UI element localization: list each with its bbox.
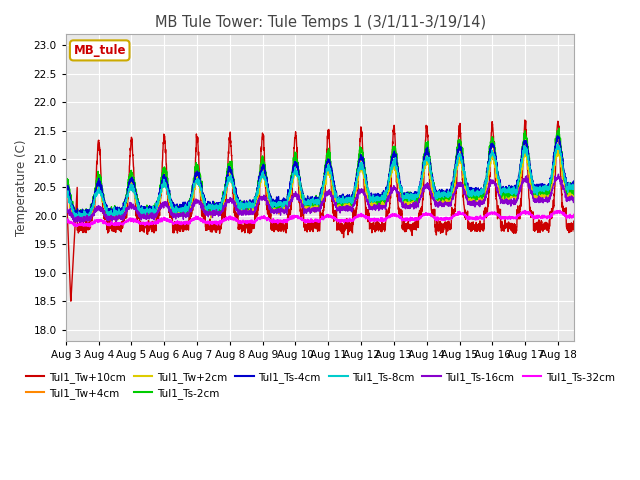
Tul1_Tw+4cm [120, 209, 128, 215]
Tul1_Tw+4cm [150, 211, 158, 217]
Tul1_Tw+2cm [279, 204, 287, 209]
Tul1_Ts-8cm [279, 202, 287, 207]
Tul1_Ts-32cm [506, 215, 514, 221]
Line: Tul1_Ts-4cm: Tul1_Ts-4cm [66, 136, 574, 217]
Tul1_Ts-8cm [561, 175, 568, 180]
Tul1_Ts-32cm [570, 214, 578, 219]
Tul1_Tw+2cm [570, 191, 578, 196]
Tul1_Tw+10cm [561, 213, 568, 219]
Tul1_Tw+10cm [62, 173, 70, 179]
Tul1_Ts-2cm [506, 192, 514, 197]
Tul1_Tw+2cm [150, 209, 158, 215]
Tul1_Ts-16cm [506, 197, 514, 203]
Tul1_Tw+10cm [279, 224, 287, 230]
Tul1_Ts-2cm [72, 217, 79, 223]
Tul1_Ts-32cm [120, 219, 128, 225]
Title: MB Tule Tower: Tule Temps 1 (3/1/11-3/19/14): MB Tule Tower: Tule Temps 1 (3/1/11-3/19… [154, 15, 486, 30]
Line: Tul1_Tw+10cm: Tul1_Tw+10cm [66, 120, 574, 301]
Tul1_Tw+4cm [561, 177, 568, 182]
Tul1_Tw+4cm [570, 188, 578, 194]
Tul1_Tw+4cm [554, 131, 562, 137]
Tul1_Tw+10cm [257, 146, 265, 152]
Tul1_Ts-8cm [553, 141, 561, 147]
Tul1_Ts-4cm [554, 133, 561, 139]
Line: Tul1_Ts-32cm: Tul1_Ts-32cm [66, 210, 574, 227]
Tul1_Tw+2cm [257, 176, 265, 181]
Line: Tul1_Ts-16cm: Tul1_Ts-16cm [66, 174, 574, 222]
Tul1_Ts-2cm [150, 210, 158, 216]
Tul1_Ts-2cm [62, 173, 70, 179]
Tul1_Ts-32cm [86, 224, 93, 230]
Tul1_Tw+2cm [506, 191, 514, 197]
Tul1_Ts-16cm [120, 214, 128, 219]
Tul1_Tw+10cm [521, 117, 529, 123]
Tul1_Ts-32cm [62, 217, 70, 223]
Tul1_Ts-16cm [570, 198, 578, 204]
Tul1_Ts-16cm [257, 196, 265, 202]
Line: Tul1_Tw+2cm: Tul1_Tw+2cm [66, 147, 574, 220]
Tul1_Ts-16cm [561, 189, 568, 194]
Tul1_Ts-2cm [555, 125, 563, 131]
Tul1_Tw+2cm [556, 144, 563, 150]
Tul1_Ts-32cm [150, 220, 158, 226]
Tul1_Tw+10cm [150, 226, 158, 232]
Line: Tul1_Ts-8cm: Tul1_Ts-8cm [66, 144, 574, 219]
Tul1_Ts-16cm [150, 217, 158, 223]
Tul1_Tw+4cm [506, 193, 514, 199]
Tul1_Tw+4cm [257, 169, 265, 175]
Tul1_Ts-8cm [62, 189, 70, 194]
Line: Tul1_Ts-2cm: Tul1_Ts-2cm [66, 128, 574, 220]
Tul1_Tw+10cm [67, 298, 75, 304]
Tul1_Ts-4cm [279, 199, 287, 204]
Tul1_Tw+10cm [506, 220, 514, 226]
Tul1_Ts-8cm [570, 184, 578, 190]
Tul1_Tw+2cm [77, 217, 85, 223]
Tul1_Ts-32cm [521, 207, 529, 213]
Tul1_Ts-16cm [77, 219, 84, 225]
Tul1_Ts-4cm [506, 188, 514, 194]
Tul1_Ts-8cm [506, 188, 514, 193]
Tul1_Ts-2cm [561, 176, 568, 181]
Tul1_Ts-4cm [72, 215, 79, 220]
Tul1_Ts-32cm [279, 218, 287, 224]
Tul1_Ts-2cm [257, 162, 265, 168]
Y-axis label: Temperature (C): Temperature (C) [15, 139, 28, 236]
Tul1_Tw+2cm [120, 208, 128, 214]
Tul1_Ts-32cm [257, 215, 265, 221]
Tul1_Ts-8cm [120, 204, 128, 210]
Tul1_Ts-16cm [279, 209, 287, 215]
Tul1_Ts-2cm [120, 199, 128, 204]
Tul1_Tw+4cm [279, 205, 287, 211]
Tul1_Ts-2cm [570, 190, 578, 196]
Tul1_Ts-32cm [561, 213, 568, 218]
Tul1_Ts-4cm [257, 171, 265, 177]
Text: MB_tule: MB_tule [74, 44, 126, 57]
Tul1_Ts-4cm [120, 207, 128, 213]
Tul1_Tw+2cm [561, 184, 568, 190]
Legend: Tul1_Tw+10cm, Tul1_Tw+4cm, Tul1_Tw+2cm, Tul1_Ts-2cm, Tul1_Ts-4cm, Tul1_Ts-8cm, T: Tul1_Tw+10cm, Tul1_Tw+4cm, Tul1_Tw+2cm, … [22, 368, 619, 403]
Tul1_Tw+4cm [78, 219, 86, 225]
Tul1_Tw+2cm [62, 186, 70, 192]
Tul1_Ts-4cm [561, 170, 568, 176]
Tul1_Ts-16cm [62, 204, 70, 210]
Tul1_Ts-2cm [279, 202, 287, 207]
Tul1_Ts-8cm [79, 216, 87, 222]
Tul1_Ts-4cm [150, 205, 158, 211]
Tul1_Ts-8cm [150, 212, 158, 218]
Tul1_Ts-4cm [62, 186, 70, 192]
Tul1_Ts-8cm [257, 173, 265, 179]
Tul1_Ts-16cm [555, 171, 563, 177]
Tul1_Ts-4cm [570, 183, 578, 189]
Tul1_Tw+4cm [62, 183, 70, 189]
Tul1_Tw+10cm [570, 228, 578, 234]
Tul1_Tw+10cm [120, 214, 128, 219]
Line: Tul1_Tw+4cm: Tul1_Tw+4cm [66, 134, 574, 222]
